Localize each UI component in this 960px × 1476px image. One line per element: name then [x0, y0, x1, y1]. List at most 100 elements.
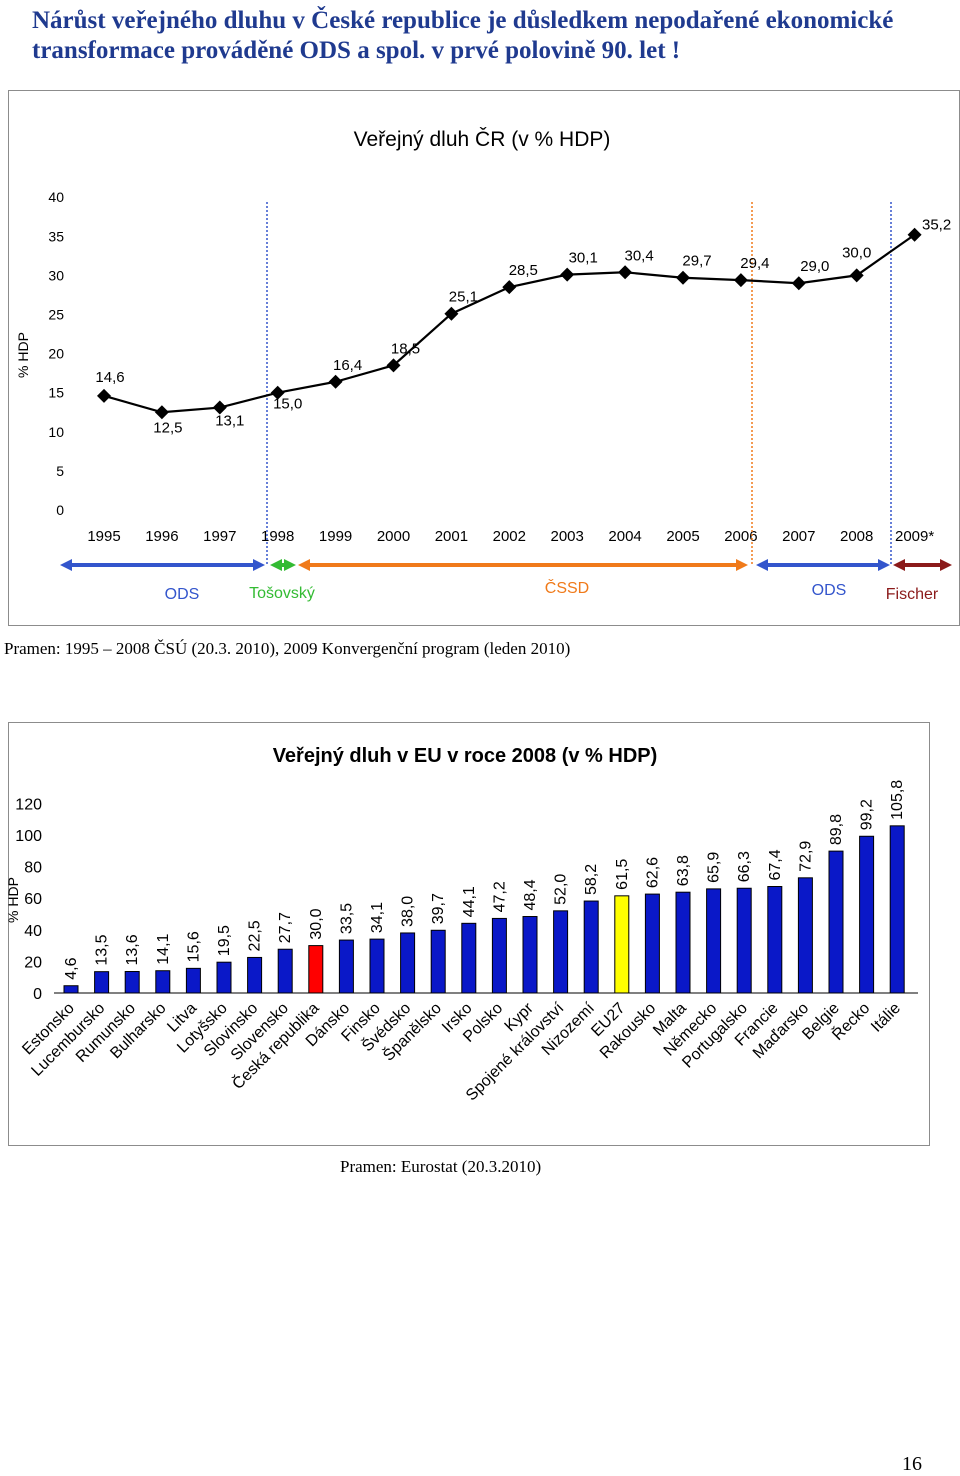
- line-chart-x-tick-label: 2005: [666, 528, 699, 545]
- bar: [583, 900, 599, 994]
- line-chart-x-tick-label: 1997: [203, 528, 236, 545]
- line-chart-x-tick-label: 2006: [724, 528, 757, 545]
- line-chart-y-axis-label: % HDP: [15, 332, 31, 378]
- bar: [63, 985, 79, 994]
- bar: [522, 916, 538, 994]
- bar: [491, 917, 507, 994]
- bar-data-label: 66,3: [736, 851, 753, 882]
- line-chart-point: [97, 388, 111, 403]
- line-chart-x-tick-label: 1999: [319, 528, 352, 545]
- bar-data-label: 38,0: [400, 896, 417, 927]
- line-chart-frame: [8, 90, 960, 626]
- line-chart-point: [154, 405, 169, 420]
- bar-data-label: 14,1: [155, 933, 172, 964]
- line-chart-y-tick-label: 25: [48, 307, 64, 323]
- line-chart-x-tick-label: 1998: [261, 528, 294, 545]
- page-number: 16: [902, 1453, 922, 1475]
- line-chart-x-tick-label: 1996: [145, 528, 178, 545]
- bar: [185, 967, 201, 994]
- period-arrow-head: [298, 559, 310, 571]
- bar: [461, 922, 477, 994]
- bar-data-label: 39,7: [430, 893, 447, 924]
- bar-data-label: 19,5: [216, 925, 233, 956]
- bar: [216, 961, 232, 994]
- period-arrow-head: [893, 559, 905, 571]
- line-chart-point: [676, 270, 690, 285]
- bar: [828, 850, 844, 994]
- line-chart-point: [791, 276, 806, 291]
- period-arrow-head: [940, 559, 952, 571]
- line-chart-data-label: 29,4: [740, 255, 769, 272]
- line-chart-x-tick-label: 2001: [435, 528, 468, 545]
- bar-data-label: 48,4: [522, 879, 539, 910]
- line-chart-x-tick-label: 2000: [377, 528, 410, 545]
- line-chart-x-tick-label: 1995: [87, 528, 120, 545]
- bar-data-label: 63,8: [675, 855, 692, 886]
- line-chart-y-tick-label: 20: [48, 346, 64, 362]
- bar: [614, 895, 630, 994]
- period-arrow-head: [284, 559, 296, 571]
- bar-data-label: 4,6: [63, 957, 80, 979]
- bar: [124, 971, 140, 994]
- bar-chart-y-tick-label: 0: [33, 986, 42, 1003]
- bar-data-label: 34,1: [369, 902, 386, 933]
- line-chart-point: [849, 268, 864, 283]
- period-arrow-head: [253, 559, 265, 571]
- period-label: ČSSD: [545, 578, 589, 597]
- bar-data-label: 61,5: [614, 859, 631, 890]
- bar: [369, 938, 385, 994]
- bar: [247, 956, 263, 994]
- period-label: ODS: [812, 582, 847, 599]
- bar-chart-y-axis-label: % HDP: [5, 877, 21, 923]
- line-chart-x-tick-label: 2008: [840, 528, 873, 545]
- line-chart-data-label: 18,5: [391, 340, 420, 357]
- bar-data-label: 65,9: [706, 852, 723, 883]
- period-arrow-head: [60, 559, 72, 571]
- bar-chart-y-tick-label: 20: [24, 954, 42, 971]
- period-arrow-head: [736, 559, 748, 571]
- period-label: Fischer: [886, 586, 939, 603]
- source-note-eu: Pramen: Eurostat (20.3.2010): [340, 1157, 542, 1176]
- bar-data-label: 89,8: [828, 814, 845, 845]
- line-chart-x-tick-label: 2002: [493, 528, 526, 545]
- bar-data-label: 105,8: [889, 780, 906, 820]
- bar: [430, 929, 446, 994]
- bar-data-label: 13,5: [94, 934, 111, 965]
- line-chart-data-label: 35,2: [922, 217, 951, 234]
- line-chart-y-tick-label: 5: [56, 463, 64, 479]
- line-chart-y-tick-label: 35: [48, 228, 64, 244]
- bar-data-label: 33,5: [338, 903, 355, 934]
- bar: [338, 939, 354, 994]
- bar-chart-y-tick-label: 120: [15, 796, 42, 813]
- line-chart-data-label: 15,0: [273, 396, 302, 413]
- bar-chart-y-tick-label: 100: [15, 828, 42, 845]
- bar: [736, 887, 752, 994]
- line-chart-data-label: 13,1: [215, 413, 244, 430]
- bar: [706, 888, 722, 994]
- bar: [277, 948, 293, 994]
- bar: [155, 970, 171, 994]
- line-chart-data-label: 28,5: [509, 262, 538, 279]
- bar: [644, 893, 660, 994]
- bar-data-label: 62,6: [644, 857, 661, 888]
- line-chart-data-label: 29,0: [800, 258, 829, 275]
- period-label: Tošovský: [249, 585, 315, 602]
- line-chart-point: [328, 374, 343, 389]
- line-chart-x-tick-label: 2003: [551, 528, 584, 545]
- bar-data-label: 30,0: [308, 908, 325, 939]
- line-chart-point: [560, 267, 575, 282]
- bar-chart-y-tick-label: 60: [24, 891, 42, 908]
- bar: [94, 971, 110, 994]
- page-headline: Nárůst veřejného dluhu v České republice…: [32, 7, 894, 64]
- period-arrow-head: [756, 559, 768, 571]
- line-chart-x-tick-label: 2007: [782, 528, 815, 545]
- bar-data-label: 52,0: [553, 874, 570, 905]
- bar-data-label: 13,6: [124, 934, 141, 965]
- bar-category-label: Itálie: [868, 1000, 904, 1036]
- period-label: ODS: [165, 586, 200, 603]
- bar-data-label: 99,2: [859, 799, 876, 830]
- line-chart-data-label: 30,4: [624, 247, 653, 264]
- line-chart-point: [270, 385, 285, 400]
- bar: [553, 910, 569, 994]
